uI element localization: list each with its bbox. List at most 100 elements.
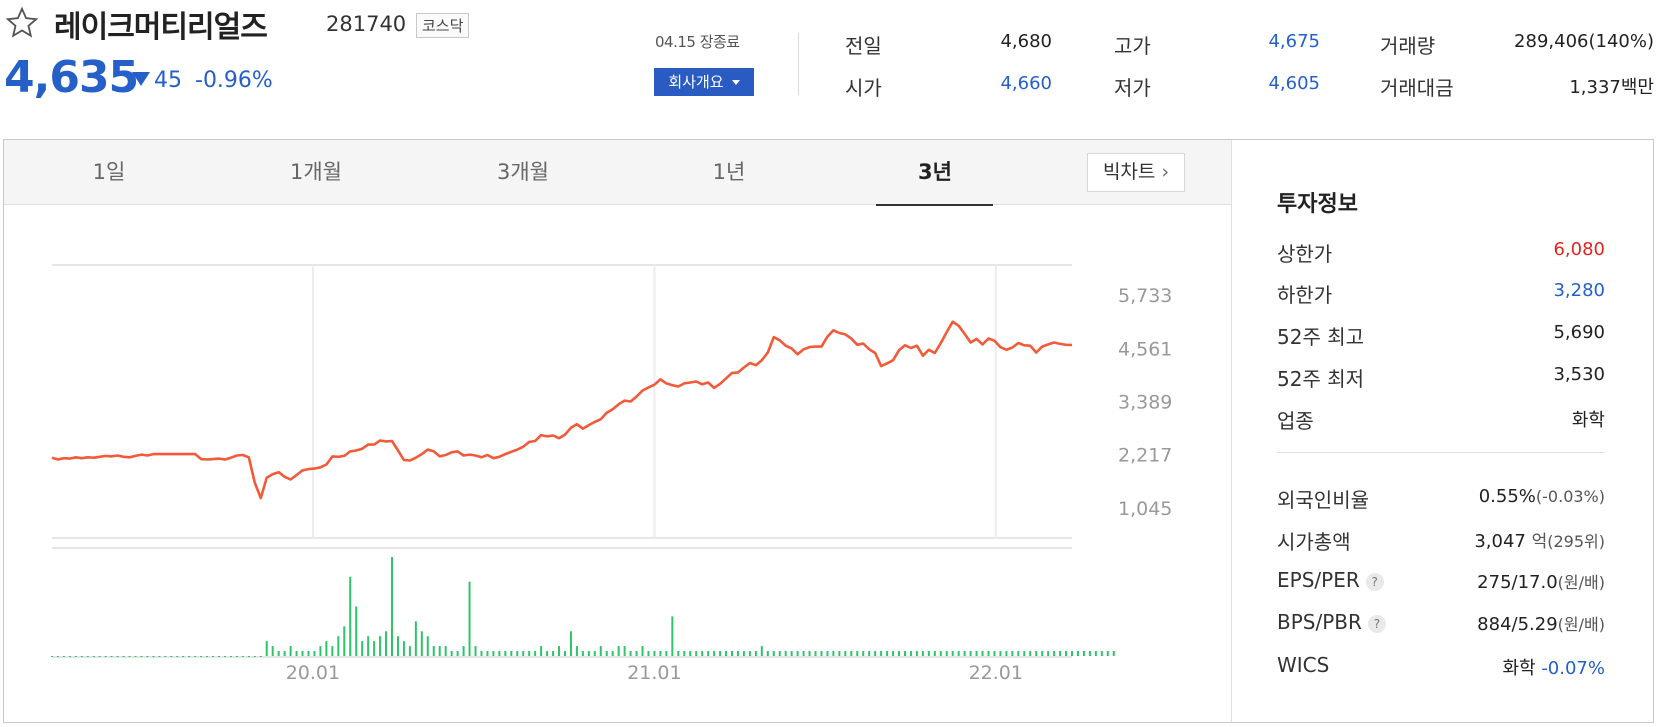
volume-bar	[325, 641, 328, 656]
volume-bar	[856, 651, 859, 656]
volume-bar	[528, 651, 531, 656]
volume-bar	[558, 646, 561, 656]
volume-bar	[903, 651, 906, 656]
volume-bar	[188, 656, 191, 657]
lower-limit-label: 하한가	[1277, 283, 1333, 307]
volume-bar	[134, 656, 137, 657]
stock-name: 레이크머티리얼즈	[54, 10, 268, 45]
low-label: 저가	[1114, 76, 1151, 100]
foreign-ratio-label: 외국인비율	[1277, 488, 1369, 512]
chart-panel	[3, 139, 1654, 723]
volume-bar	[599, 646, 602, 656]
volume-bar	[504, 651, 507, 656]
volume-bar	[760, 646, 763, 656]
volume-bar	[1106, 651, 1109, 656]
volume-bar	[641, 646, 644, 656]
volume-bar	[665, 651, 668, 656]
volume-bar	[659, 651, 662, 656]
volume-bar	[516, 651, 519, 656]
volume-bar	[611, 651, 614, 656]
volume-bar	[1041, 651, 1044, 656]
volume-bar	[492, 651, 495, 656]
volume-bar	[164, 656, 167, 657]
high-label: 고가	[1114, 34, 1151, 58]
volume-bar	[1017, 651, 1020, 656]
volume-bar	[200, 656, 203, 657]
volume-bar	[295, 651, 298, 656]
volume-bar	[194, 656, 197, 657]
volume-bar	[408, 646, 411, 656]
tab-1-day[interactable]: 1일	[92, 160, 126, 184]
volume-bar	[671, 616, 674, 656]
x-tick-label: 20.01	[286, 662, 340, 684]
volume-bar	[152, 656, 155, 657]
period-tab-bar	[4, 140, 1231, 205]
volume-bar	[898, 651, 901, 656]
tab-3-year[interactable]: 3년	[918, 160, 952, 184]
volume-bar	[713, 651, 716, 656]
volume-bar	[289, 646, 292, 656]
volume-bar	[307, 651, 310, 656]
volume-value: 289,406(140%)	[1514, 31, 1654, 52]
52w-low-label: 52주 최저	[1277, 367, 1365, 391]
volume-bar	[468, 581, 471, 656]
volume-bar	[355, 606, 358, 656]
volume-bar	[1005, 651, 1008, 656]
volume-bar	[1112, 651, 1115, 656]
industry-value[interactable]: 화학	[1571, 410, 1605, 431]
volume-bar	[474, 646, 477, 656]
caret-down-icon	[731, 80, 740, 85]
header-divider	[798, 33, 799, 95]
volume-bar	[593, 651, 596, 656]
volume-bar	[933, 651, 936, 656]
volume-bar	[414, 621, 417, 656]
eps-per-label: EPS/PER?	[1277, 568, 1384, 592]
volume-bar	[742, 651, 745, 656]
volume-bar	[301, 651, 304, 656]
volume-bar	[391, 557, 393, 656]
volume-bar	[116, 656, 119, 657]
volume-bar	[420, 631, 423, 656]
volume-bar	[426, 636, 429, 656]
volume-bar	[1100, 651, 1103, 656]
volume-bar	[480, 651, 483, 656]
volume-bar	[701, 651, 704, 656]
upper-limit-value: 6,080	[1553, 239, 1605, 260]
volume-bar	[56, 656, 59, 657]
big-chart-button[interactable]: 빅차트 ›	[1087, 153, 1185, 192]
volume-bar	[909, 651, 912, 656]
volume-bar	[874, 651, 877, 656]
volume-bar	[206, 656, 209, 657]
price-chart[interactable]: 20.01 21.01 22.01 5,733 4,561 3,389 2,217 1,045	[0, 0, 1232, 727]
volume-bar	[456, 651, 459, 656]
tab-3-month[interactable]: 3개월	[496, 160, 549, 184]
volume-bar	[790, 651, 793, 656]
help-icon[interactable]: ?	[1367, 614, 1386, 633]
help-icon[interactable]: ?	[1365, 572, 1384, 591]
active-tab-indicator	[876, 204, 993, 206]
tab-1-month[interactable]: 1개월	[289, 160, 342, 184]
volume-bar	[385, 631, 388, 656]
volume-bar	[993, 651, 996, 656]
volume-bar	[635, 651, 638, 656]
favorite-star-icon[interactable]	[4, 6, 40, 40]
52w-high-label: 52주 최고	[1277, 325, 1365, 349]
wics-value[interactable]: 화학 -0.07%	[1502, 658, 1605, 679]
tab-1-year[interactable]: 1년	[712, 160, 746, 184]
volume-bar	[349, 576, 352, 656]
volume-bar	[975, 651, 978, 656]
volume-bar	[68, 656, 71, 657]
volume-bar	[104, 656, 107, 657]
volume-bar	[1076, 651, 1079, 656]
y-tick-label: 1,045	[1118, 498, 1172, 520]
bps-pbr-value: 884/5.29(원/배)	[1477, 614, 1605, 635]
volume-bar	[695, 651, 698, 656]
volume-bar	[218, 656, 221, 657]
volume-bar	[1088, 651, 1091, 656]
volume-bar	[486, 651, 489, 656]
company-overview-button[interactable]: 회사개요	[654, 68, 754, 96]
volume-bar	[826, 651, 829, 656]
volume-bar	[92, 656, 95, 657]
volume-bar	[563, 651, 566, 656]
volume-bar	[1053, 651, 1056, 656]
